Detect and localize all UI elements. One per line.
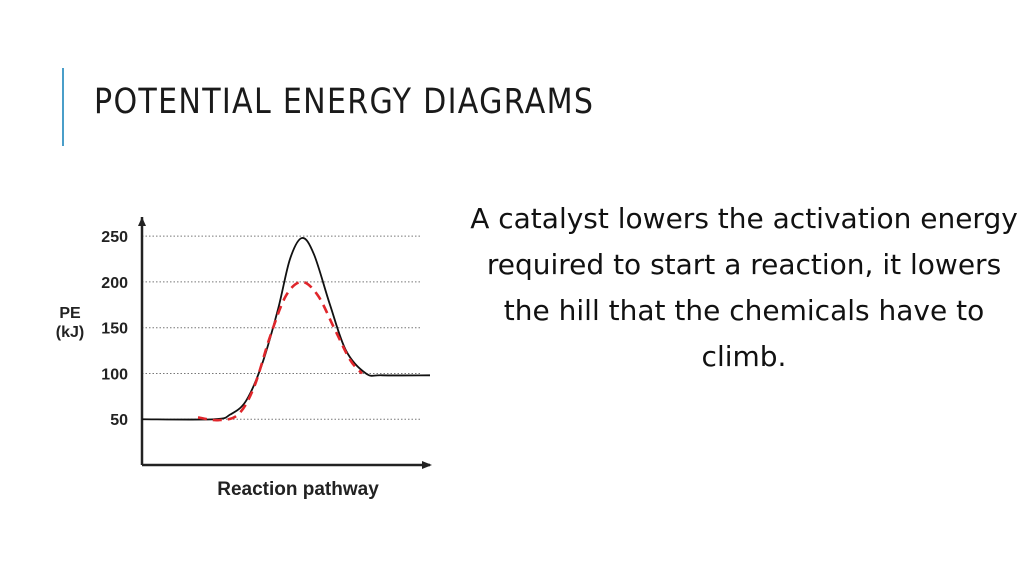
x-axis-label: Reaction pathway	[217, 479, 379, 500]
uncatalyzed-curve	[141, 237, 431, 421]
y-axis-label: PE	[59, 305, 81, 322]
body-text: A catalyst lowers the activation energy …	[470, 202, 1018, 373]
y-tick-label: 100	[101, 366, 128, 383]
slide-title: POTENTIAL ENERGY DIAGRAMS	[94, 82, 595, 122]
y-axis-label: (kJ)	[56, 324, 84, 341]
x-axis-arrow	[422, 461, 432, 469]
chart-svg: 50 100 150 200 250 PE (kJ) Reaction pathway	[56, 217, 432, 500]
y-tick-label: 150	[101, 321, 128, 338]
y-tick-label: 250	[101, 229, 128, 246]
y-axis-arrow	[138, 217, 146, 226]
y-tick-label: 50	[110, 412, 128, 429]
potential-energy-chart: 50 100 150 200 250 PE (kJ) Reaction pathway	[30, 205, 450, 515]
title-accent-bar	[62, 68, 64, 146]
catalyzed-curve	[197, 280, 363, 422]
y-tick-label: 200	[101, 275, 128, 292]
